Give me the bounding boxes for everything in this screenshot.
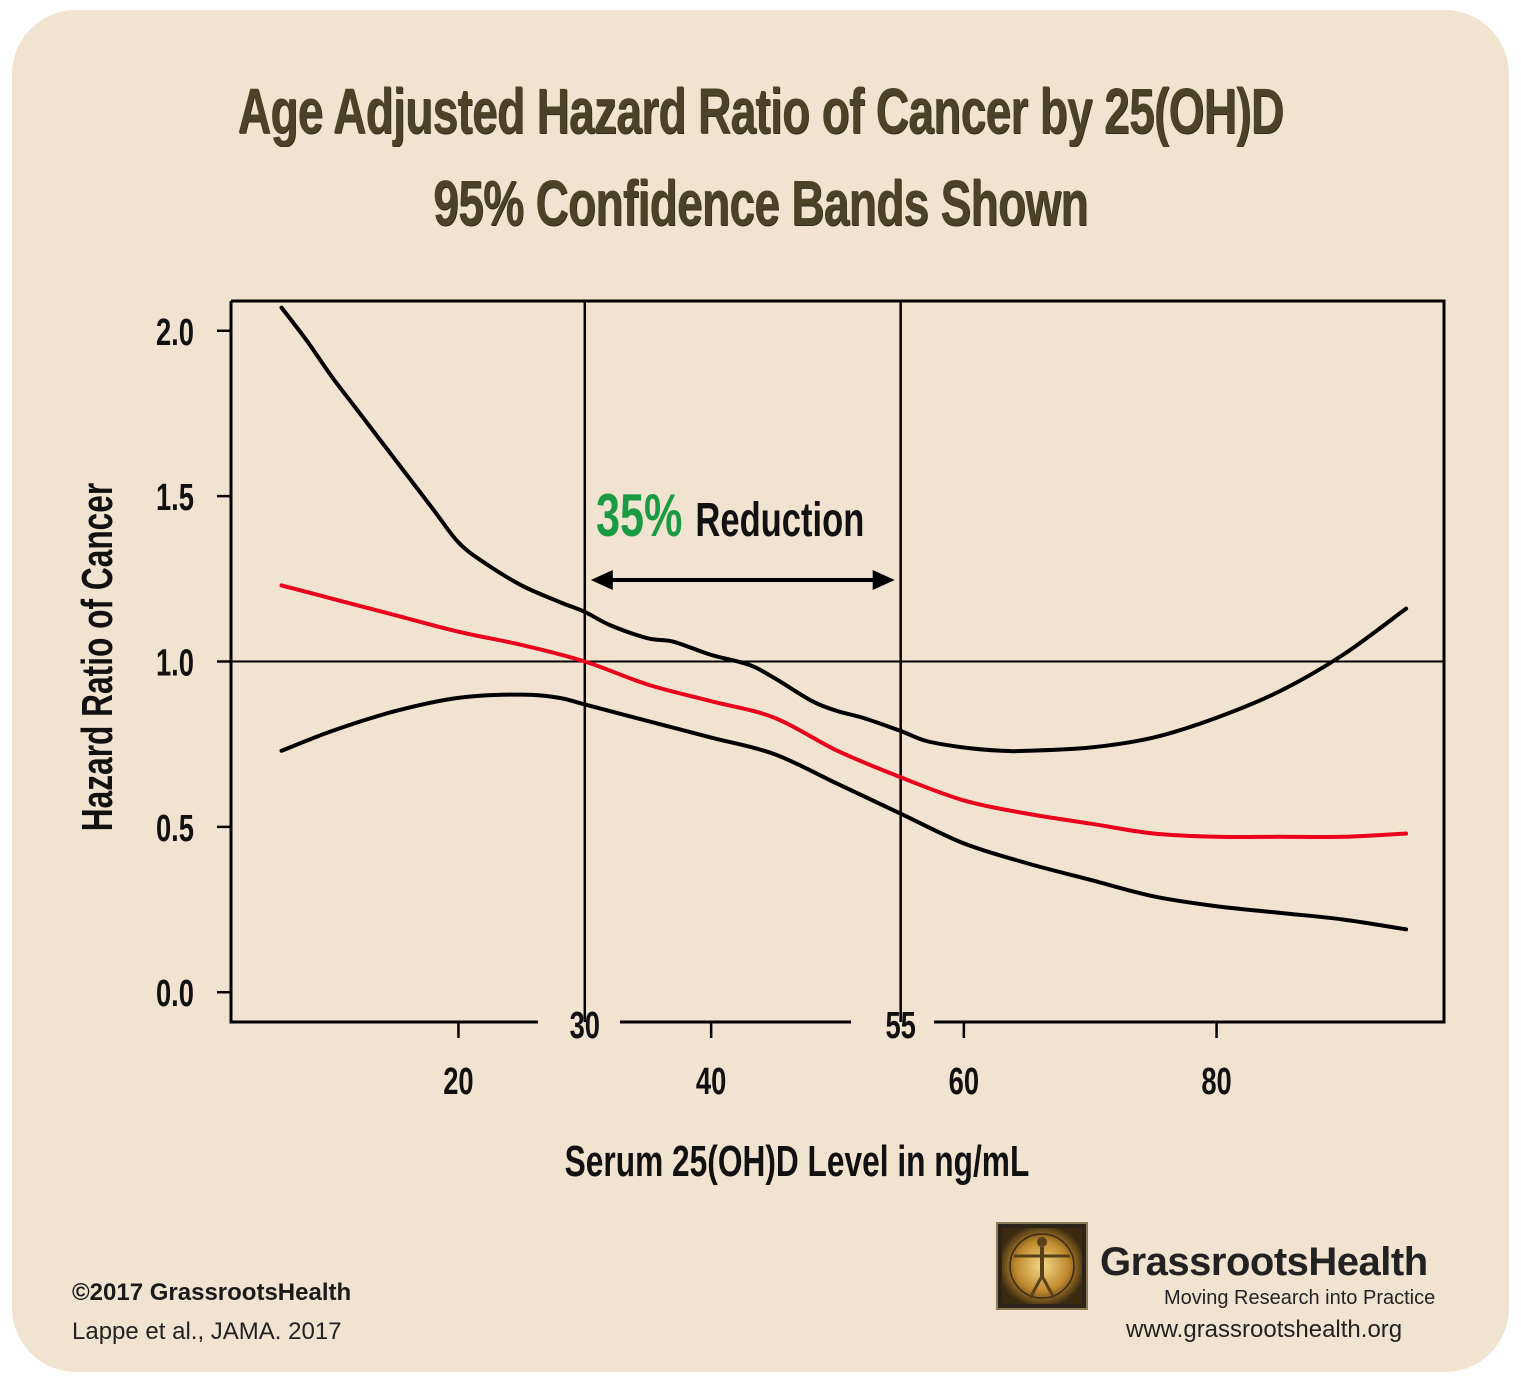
card-background: [12, 10, 1509, 1372]
reduction-arrow-right-head: [872, 570, 895, 590]
reduction-arrow-left-head: [590, 570, 613, 590]
chart-title-line2: 95% Confidence Bands Shown: [433, 167, 1088, 239]
marker-label-55: 55: [885, 1005, 915, 1047]
chart-title-line1: Age Adjusted Hazard Ratio of Cancer by 2…: [237, 75, 1284, 147]
y-tick-label-0.5: 0.5: [156, 808, 194, 850]
y-axis-label: Hazard Ratio of Cancer: [73, 483, 122, 832]
x-axis-label: Serum 25(OH)D Level in ng/mL: [565, 1137, 1030, 1186]
x-tick-label-20: 20: [443, 1061, 473, 1103]
plot-frame: [229, 299, 1446, 1024]
brand-tagline: Moving Research into Practice: [1164, 1287, 1436, 1309]
series-lower-band: [279, 692, 1409, 932]
y-tick-label-1.5: 1.5: [156, 477, 194, 519]
reduction-annotation: 35% Reduction: [596, 483, 864, 550]
y-tick-label-1.0: 1.0: [156, 642, 194, 684]
reduction-percent: 35%: [596, 483, 682, 550]
website-url: www.grassrootshealth.org: [1126, 1316, 1403, 1343]
x-tick-label-60: 60: [949, 1061, 979, 1103]
series-estimate: [279, 583, 1409, 840]
vitruvian-logo-icon: [996, 1222, 1088, 1310]
copyright-text: ©2017 GrassrootsHealth: [72, 1279, 352, 1306]
marker-label-30: 30: [570, 1005, 600, 1047]
reduction-label: Reduction: [695, 492, 864, 546]
y-tick-label-2.0: 2.0: [156, 311, 194, 353]
brand-name: GrassrootsHealth: [1100, 1240, 1428, 1284]
series-upper-band: [279, 305, 1409, 754]
citation-text: Lappe et al., JAMA. 2017: [72, 1318, 342, 1345]
x-tick-label-40: 40: [696, 1061, 726, 1103]
y-tick-label-0.0: 0.0: [156, 973, 194, 1015]
x-tick-label-80: 80: [1201, 1061, 1231, 1103]
